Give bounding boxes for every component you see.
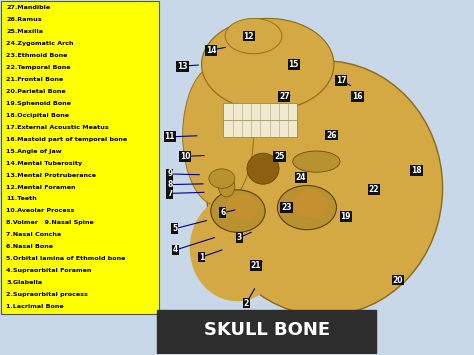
Ellipse shape xyxy=(219,176,235,197)
Text: 13.Mental Protruberance: 13.Mental Protruberance xyxy=(6,173,96,178)
Text: 8: 8 xyxy=(167,180,173,189)
Text: 22.Temporal Bone: 22.Temporal Bone xyxy=(6,65,71,70)
Text: 1: 1 xyxy=(199,252,204,262)
Text: 12.Mental Foramen: 12.Mental Foramen xyxy=(6,185,76,190)
Text: 17.External Acoustic Meatus: 17.External Acoustic Meatus xyxy=(6,125,109,130)
Ellipse shape xyxy=(292,190,328,218)
Text: 3.Glabella: 3.Glabella xyxy=(6,280,43,285)
Text: 23: 23 xyxy=(282,203,292,212)
Text: 21.Frontal Bone: 21.Frontal Bone xyxy=(6,77,64,82)
Text: 25.Maxilla: 25.Maxilla xyxy=(6,29,43,34)
Text: 22: 22 xyxy=(369,185,379,195)
Ellipse shape xyxy=(211,190,265,232)
Text: 25: 25 xyxy=(274,152,285,161)
FancyBboxPatch shape xyxy=(223,103,298,120)
Text: 10.Aveolar Process: 10.Aveolar Process xyxy=(6,208,75,213)
Ellipse shape xyxy=(182,64,254,206)
Text: 16: 16 xyxy=(352,92,363,101)
Text: 9: 9 xyxy=(167,169,173,179)
Ellipse shape xyxy=(293,151,340,172)
FancyBboxPatch shape xyxy=(0,1,159,313)
Text: 15: 15 xyxy=(289,60,299,69)
FancyBboxPatch shape xyxy=(156,310,376,353)
Text: 23.Ethmoid Bone: 23.Ethmoid Bone xyxy=(6,53,68,58)
Text: 13: 13 xyxy=(177,62,188,71)
Text: 18: 18 xyxy=(411,166,422,175)
Ellipse shape xyxy=(201,18,334,110)
Text: 15.Angle of Jaw: 15.Angle of Jaw xyxy=(6,149,62,154)
Text: 24.Zygomatic Arch: 24.Zygomatic Arch xyxy=(6,41,74,46)
Text: SKULL BONE: SKULL BONE xyxy=(204,321,330,339)
Text: 7.Nasal Concha: 7.Nasal Concha xyxy=(6,233,62,237)
Text: 20.Parietal Bone: 20.Parietal Bone xyxy=(6,89,66,94)
Ellipse shape xyxy=(225,194,258,221)
Text: 26: 26 xyxy=(326,131,337,140)
Text: 18.Occipital Bone: 18.Occipital Bone xyxy=(6,113,69,118)
Text: 20: 20 xyxy=(392,275,403,285)
Text: 11: 11 xyxy=(164,132,175,141)
Text: 26.Ramus: 26.Ramus xyxy=(6,17,42,22)
Text: 27: 27 xyxy=(279,92,290,101)
Text: 6: 6 xyxy=(220,208,226,217)
Text: 27.Mandible: 27.Mandible xyxy=(6,5,51,10)
Text: 2: 2 xyxy=(244,299,249,307)
Text: 5: 5 xyxy=(172,224,177,233)
Text: 11.Teeth: 11.Teeth xyxy=(6,197,37,202)
Text: 8.Volmer   9.Nasal Spine: 8.Volmer 9.Nasal Spine xyxy=(6,220,94,225)
Text: 10: 10 xyxy=(180,152,190,161)
Text: 16.Mastoid part of temporal bone: 16.Mastoid part of temporal bone xyxy=(6,137,128,142)
Text: 3: 3 xyxy=(237,233,242,242)
Text: 6.Nasal Bone: 6.Nasal Bone xyxy=(6,244,54,249)
Text: 7: 7 xyxy=(167,189,173,198)
Ellipse shape xyxy=(225,18,282,54)
Text: 14: 14 xyxy=(206,46,216,55)
Text: 5.Orbital lamina of Ethmold bone: 5.Orbital lamina of Ethmold bone xyxy=(6,256,126,261)
Text: 21: 21 xyxy=(251,261,261,271)
Ellipse shape xyxy=(277,185,337,230)
Text: 4.Supraorbital Foramen: 4.Supraorbital Foramen xyxy=(6,268,92,273)
Text: 14.Mental Tuberosity: 14.Mental Tuberosity xyxy=(6,161,82,166)
Text: 4: 4 xyxy=(173,246,178,255)
Ellipse shape xyxy=(209,169,235,188)
Text: 19: 19 xyxy=(340,212,351,221)
Text: 12: 12 xyxy=(244,32,254,40)
Text: 1.Lacrimal Bone: 1.Lacrimal Bone xyxy=(6,304,64,309)
Ellipse shape xyxy=(206,61,443,315)
Text: 17: 17 xyxy=(336,76,346,85)
Text: 2.Supraorbital process: 2.Supraorbital process xyxy=(6,292,88,297)
FancyBboxPatch shape xyxy=(223,119,298,137)
Ellipse shape xyxy=(190,195,284,301)
Text: 24: 24 xyxy=(296,173,306,182)
Ellipse shape xyxy=(247,153,279,184)
Text: 19.Sphenoid Bone: 19.Sphenoid Bone xyxy=(6,101,71,106)
